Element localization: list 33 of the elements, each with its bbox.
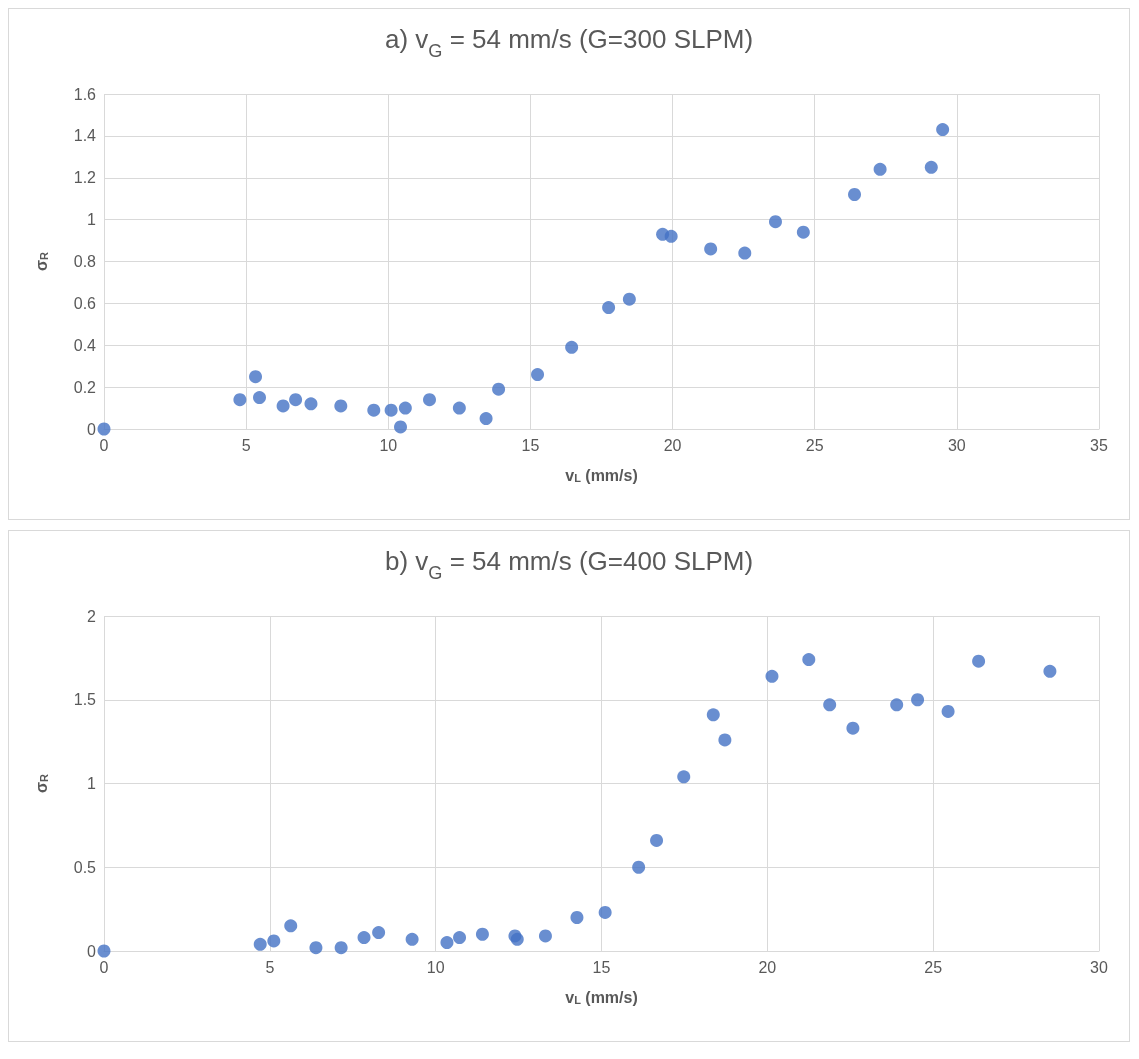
- x-tick-label: 15: [521, 436, 540, 454]
- x-tick-label: 10: [379, 436, 398, 454]
- x-tick-label: 25: [924, 958, 943, 976]
- x-tick-label: 0: [99, 436, 109, 454]
- y-tick-label: 2: [87, 607, 97, 625]
- x-tick-label: 30: [947, 436, 966, 454]
- y-tick-label: 1.2: [73, 169, 97, 187]
- x-tick-label: 10: [426, 958, 445, 976]
- x-axis-title: vL (mm/s): [565, 466, 638, 484]
- y-tick-label: 0.8: [73, 253, 97, 270]
- y-tick-label: 0.2: [73, 378, 97, 396]
- y-tick-label: 1.5: [73, 691, 97, 709]
- y-axis-title: σR: [32, 774, 50, 793]
- x-tick-label: 20: [758, 958, 777, 976]
- x-tick-label: 5: [265, 958, 275, 976]
- x-axis-title: vL (mm/s): [565, 988, 638, 1006]
- y-tick-label: 0: [87, 420, 97, 438]
- y-tick-label: 1.6: [73, 85, 97, 103]
- x-tick-label: 35: [1090, 436, 1108, 454]
- y-tick-label: 1: [87, 211, 97, 229]
- x-tick-label: 0: [99, 958, 109, 976]
- x-tick-label: 25: [805, 436, 824, 454]
- x-tick-label: 15: [592, 958, 611, 976]
- y-axis-title: σR: [32, 252, 50, 271]
- y-tick-label: 0.4: [73, 336, 97, 354]
- y-tick-label: 0: [87, 942, 97, 960]
- y-tick-label: 0.6: [73, 294, 97, 312]
- x-tick-label: 20: [663, 436, 682, 454]
- y-tick-label: 1.4: [73, 127, 97, 145]
- x-tick-label: 30: [1090, 958, 1108, 976]
- y-tick-label: 1: [87, 775, 97, 792]
- x-tick-label: 5: [241, 436, 251, 454]
- y-tick-label: 0.5: [73, 858, 97, 876]
